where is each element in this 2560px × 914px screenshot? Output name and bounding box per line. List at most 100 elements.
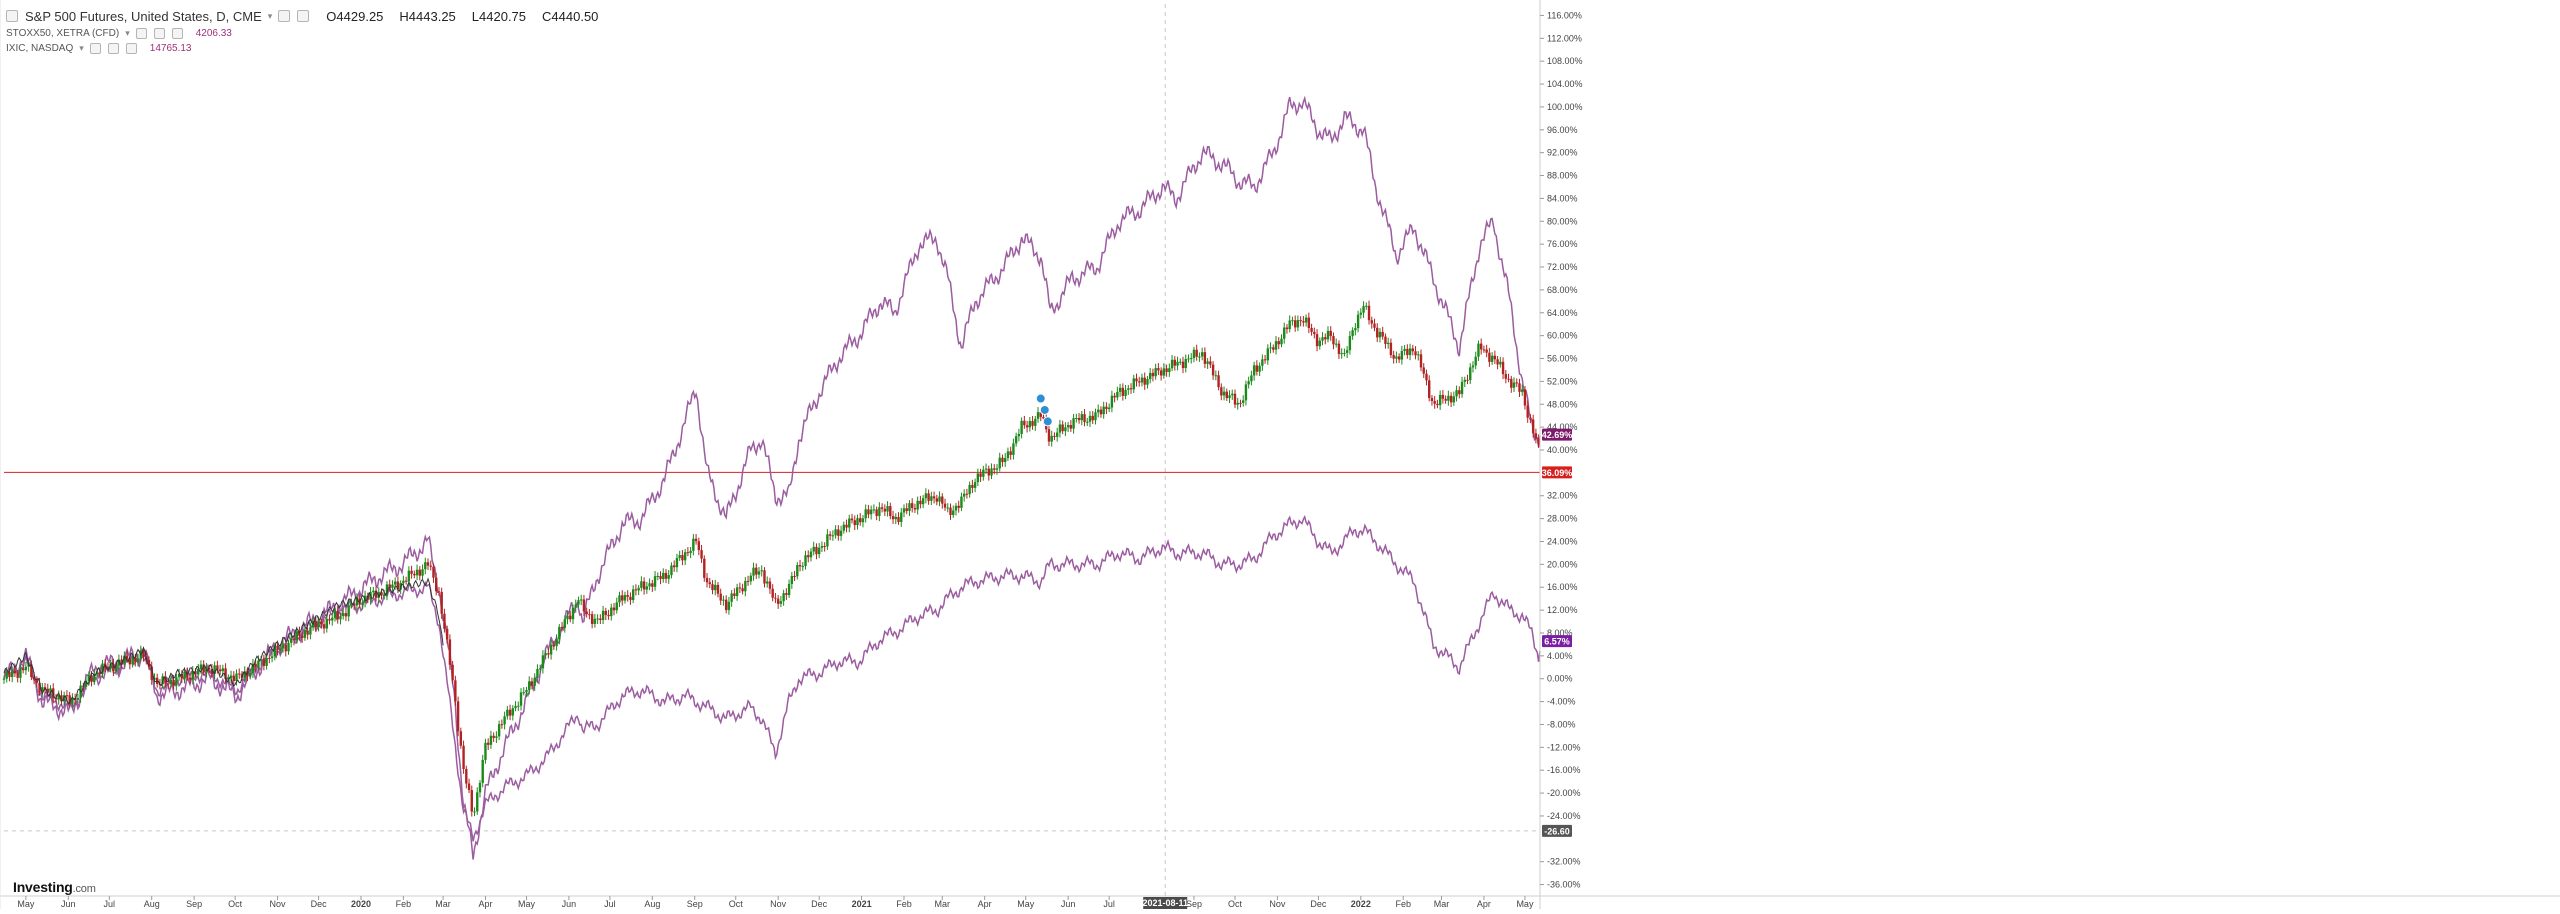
candle[interactable]: [309, 622, 312, 640]
candle[interactable]: [1384, 333, 1387, 349]
candle[interactable]: [16, 670, 19, 683]
candle[interactable]: [848, 514, 851, 533]
candle[interactable]: [377, 587, 380, 603]
candle[interactable]: [998, 452, 1001, 472]
candle[interactable]: [1395, 351, 1398, 364]
candle[interactable]: [180, 670, 184, 683]
candle[interactable]: [339, 612, 342, 625]
candle[interactable]: [1058, 419, 1062, 438]
candle[interactable]: [637, 584, 640, 596]
candle[interactable]: [1209, 356, 1212, 369]
candle[interactable]: [834, 525, 837, 539]
candle[interactable]: [995, 464, 999, 475]
candle[interactable]: [391, 580, 394, 593]
candle[interactable]: [705, 572, 709, 588]
candle[interactable]: [30, 660, 33, 680]
candle[interactable]: [1110, 390, 1114, 413]
candle[interactable]: [850, 513, 854, 524]
candle[interactable]: [300, 632, 304, 643]
candle[interactable]: [1441, 390, 1445, 404]
candle[interactable]: [62, 691, 66, 706]
candle[interactable]: [1187, 354, 1190, 363]
candle[interactable]: [284, 639, 287, 657]
candle[interactable]: [486, 738, 490, 750]
candle[interactable]: [1053, 432, 1056, 441]
candle[interactable]: [741, 583, 744, 595]
candle[interactable]: [875, 506, 878, 521]
candle[interactable]: [730, 590, 733, 607]
candle[interactable]: [569, 610, 572, 623]
candle[interactable]: [984, 463, 988, 474]
candle[interactable]: [593, 613, 597, 628]
candle[interactable]: [1217, 370, 1220, 391]
candle[interactable]: [1518, 378, 1521, 397]
candle[interactable]: [1315, 329, 1319, 352]
candle[interactable]: [76, 693, 80, 703]
candle[interactable]: [1034, 415, 1037, 432]
candle[interactable]: [960, 492, 963, 512]
candle[interactable]: [1490, 352, 1494, 365]
candle[interactable]: [281, 640, 285, 653]
candle[interactable]: [670, 562, 673, 579]
candle[interactable]: [238, 668, 241, 679]
candle[interactable]: [579, 594, 583, 606]
candle[interactable]: [1488, 347, 1491, 367]
candle[interactable]: [1143, 372, 1146, 390]
candle[interactable]: [270, 651, 274, 663]
candle[interactable]: [248, 668, 252, 680]
candle[interactable]: [1168, 363, 1171, 377]
candle[interactable]: [930, 491, 933, 506]
candle[interactable]: [913, 503, 917, 513]
candle[interactable]: [1132, 374, 1135, 393]
candle[interactable]: [831, 530, 835, 541]
candle[interactable]: [1028, 416, 1032, 432]
candle[interactable]: [1466, 374, 1469, 385]
candle[interactable]: [623, 591, 627, 604]
candle[interactable]: [760, 565, 763, 577]
candle[interactable]: [1425, 369, 1428, 386]
candle[interactable]: [908, 500, 911, 517]
candle[interactable]: [993, 464, 996, 475]
candle[interactable]: [1318, 337, 1321, 350]
candle[interactable]: [1088, 411, 1092, 427]
candle[interactable]: [254, 660, 257, 672]
candle[interactable]: [1151, 368, 1155, 382]
candle[interactable]: [722, 595, 725, 606]
candle[interactable]: [1452, 391, 1456, 406]
candle[interactable]: [859, 513, 862, 526]
candle[interactable]: [703, 555, 706, 582]
candle[interactable]: [746, 575, 750, 586]
candle[interactable]: [1239, 399, 1242, 408]
candle[interactable]: [823, 542, 826, 552]
candle[interactable]: [555, 634, 558, 651]
candle[interactable]: [21, 664, 25, 674]
candle[interactable]: [1433, 395, 1436, 409]
candle[interactable]: [1406, 344, 1409, 359]
main-symbol-row[interactable]: S&P 500 Futures, United States, D, CME ▾…: [6, 6, 598, 26]
candle[interactable]: [470, 785, 473, 817]
candle[interactable]: [1291, 316, 1294, 326]
candle[interactable]: [1138, 376, 1141, 387]
candle[interactable]: [804, 550, 807, 570]
candle[interactable]: [1252, 361, 1256, 381]
candle[interactable]: [952, 505, 955, 518]
candle[interactable]: [1537, 434, 1540, 449]
candle[interactable]: [599, 614, 602, 624]
candle[interactable]: [525, 686, 528, 698]
candle[interactable]: [528, 676, 531, 695]
candle[interactable]: [147, 656, 151, 670]
candle[interactable]: [897, 512, 900, 525]
candle[interactable]: [287, 639, 290, 655]
candle[interactable]: [538, 664, 542, 673]
candle[interactable]: [752, 562, 755, 581]
candle[interactable]: [11, 666, 14, 683]
candle[interactable]: [489, 730, 493, 749]
candle[interactable]: [1436, 399, 1439, 409]
candle[interactable]: [262, 654, 266, 671]
candle[interactable]: [664, 569, 668, 584]
candle[interactable]: [1499, 356, 1502, 368]
candle[interactable]: [941, 493, 944, 509]
candle[interactable]: [429, 560, 432, 571]
candle[interactable]: [1422, 363, 1425, 379]
candle[interactable]: [612, 602, 616, 616]
